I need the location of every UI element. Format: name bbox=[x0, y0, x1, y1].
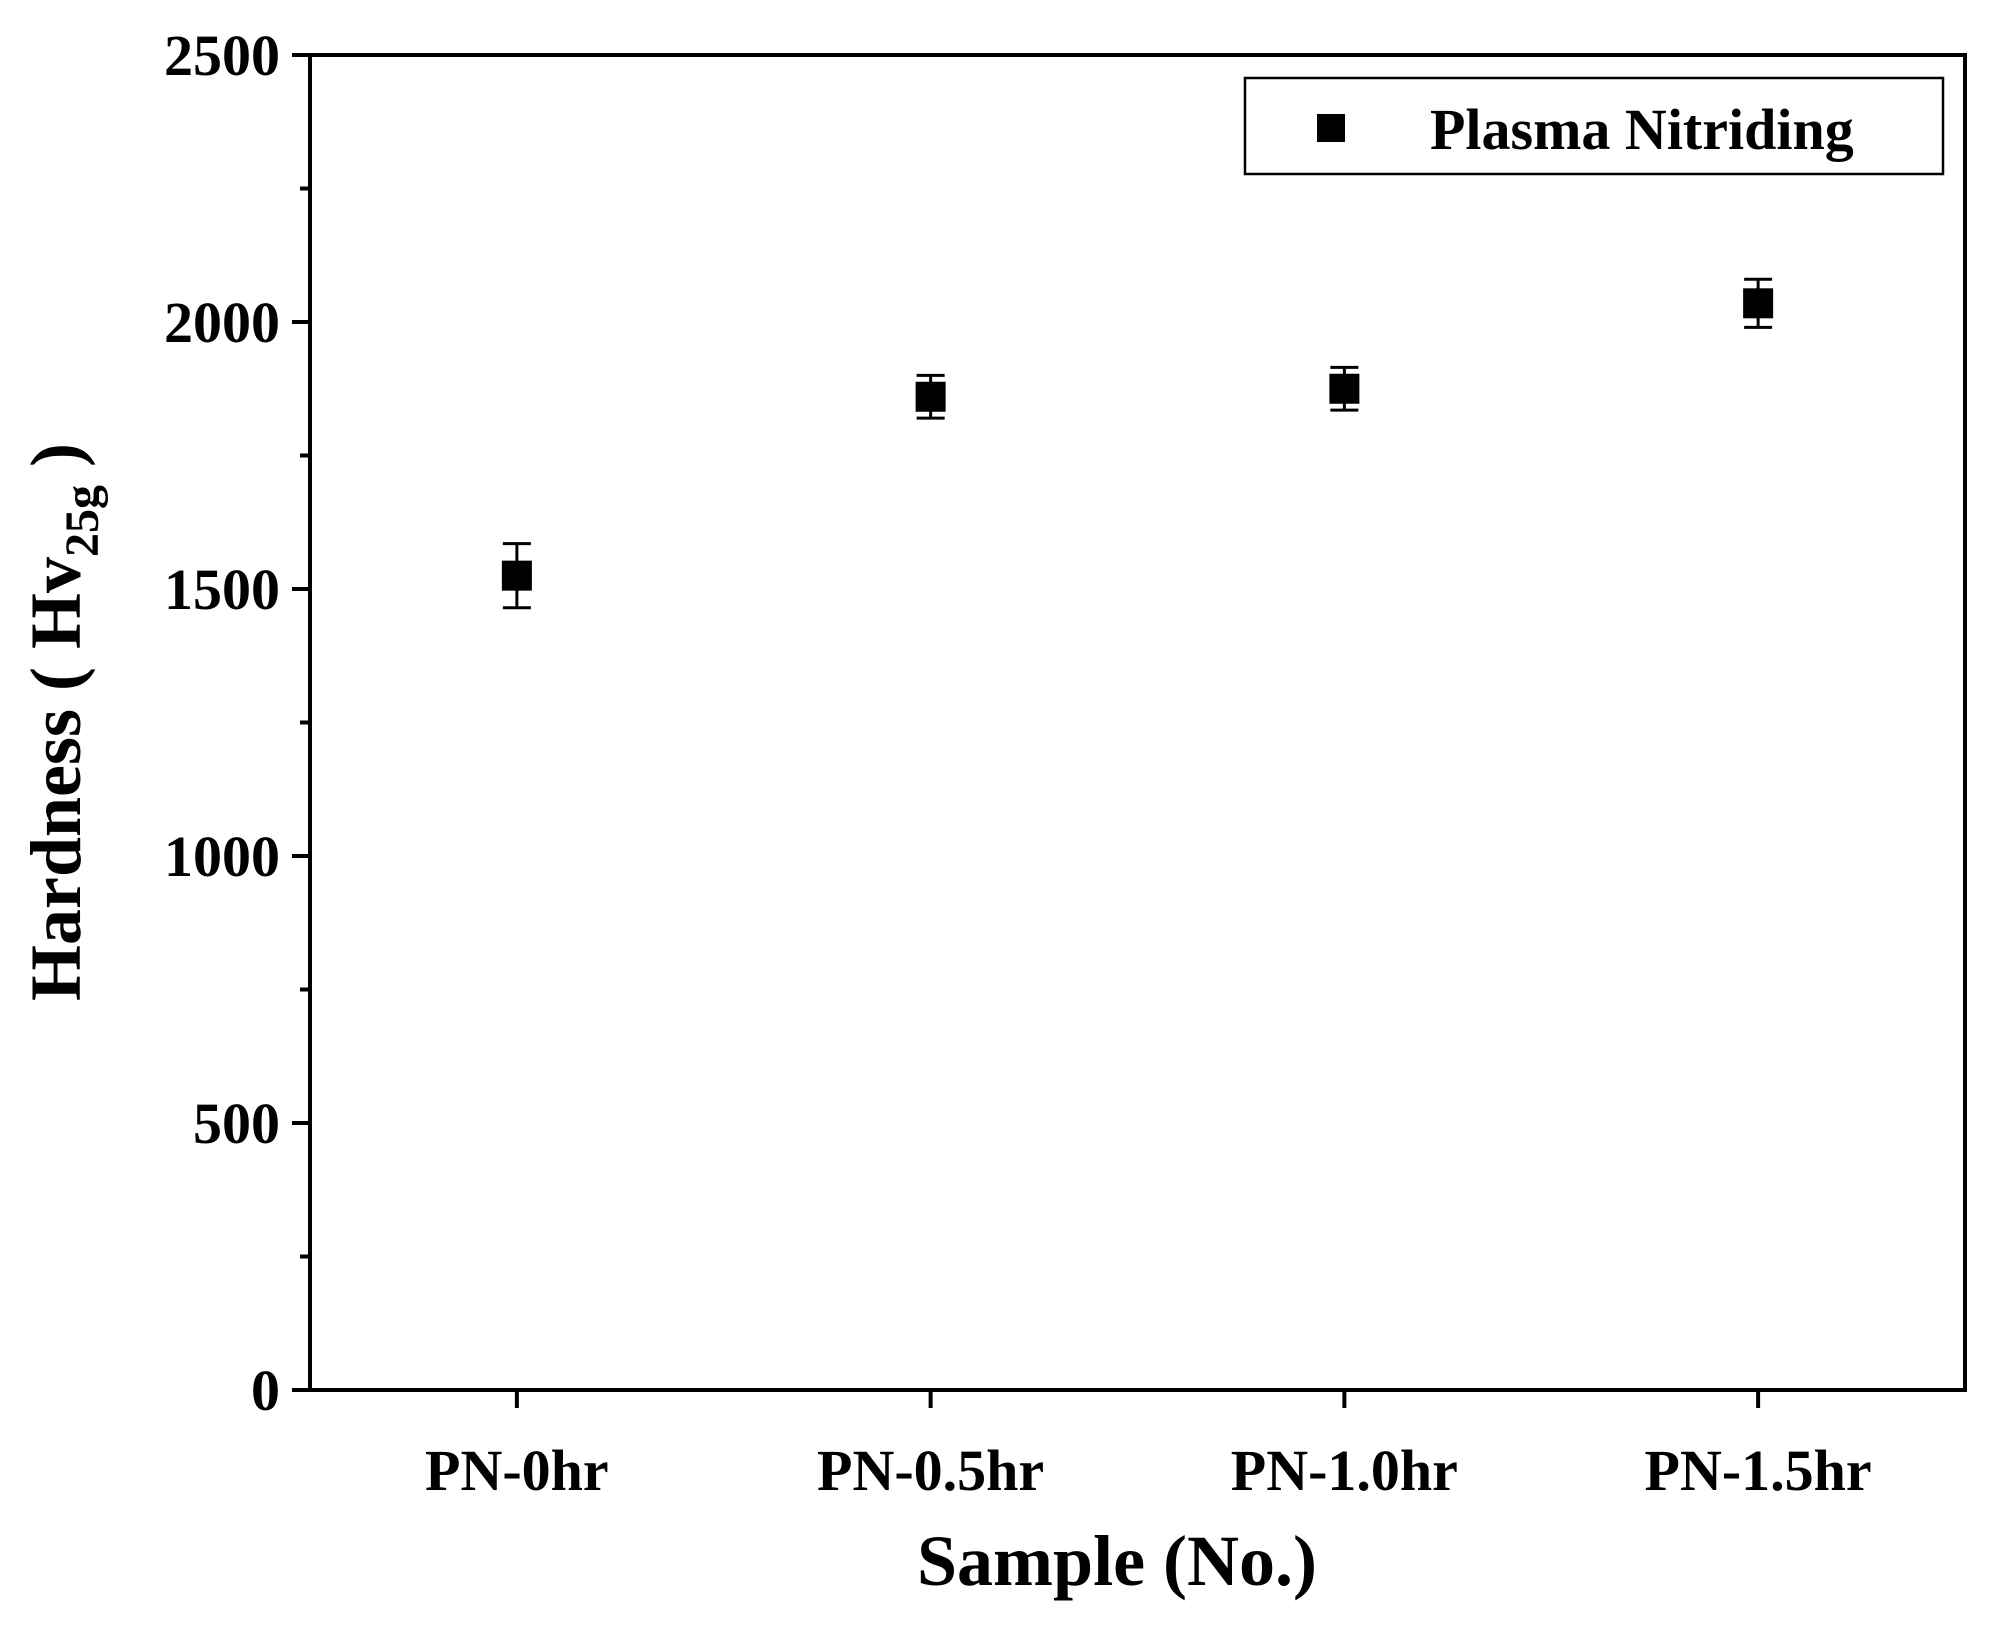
y-tick-label: 0 bbox=[251, 1358, 280, 1423]
y-tick-label: 1500 bbox=[164, 557, 280, 622]
data-point bbox=[501, 560, 532, 591]
legend: Plasma Nitriding bbox=[1243, 76, 1945, 176]
x-tick-label: PN-1.0hr bbox=[1231, 1438, 1458, 1503]
x-tick-label: PN-0.5hr bbox=[817, 1438, 1044, 1503]
legend-marker bbox=[1317, 114, 1345, 142]
data-point bbox=[1329, 373, 1360, 404]
legend-box bbox=[1243, 76, 1945, 176]
y-axis-title-subscript: 25g bbox=[56, 485, 109, 557]
y-axis-title-close: ) bbox=[16, 443, 96, 485]
plot-frame bbox=[308, 53, 1967, 1392]
x-axis-title: Sample (No.) bbox=[917, 1521, 1317, 1601]
y-tick-label: 500 bbox=[193, 1091, 280, 1156]
legend-label: Plasma Nitriding bbox=[1430, 97, 1854, 162]
y-axis-title: Hardness ( Hv25g ) bbox=[16, 443, 109, 1001]
y-tick-label: 1000 bbox=[164, 824, 280, 889]
x-axis-ticks: PN-0hr PN-0.5hr PN-1.0hr PN-1.5hr bbox=[425, 1390, 1872, 1503]
y-tick-label: 2500 bbox=[164, 23, 280, 88]
y-axis-title-main: Hardness ( Hv bbox=[16, 557, 96, 1001]
data-series bbox=[501, 277, 1774, 610]
x-tick-label: PN-1.5hr bbox=[1645, 1438, 1872, 1503]
y-tick-label: 2000 bbox=[164, 290, 280, 355]
data-point bbox=[915, 381, 946, 412]
x-tick-label: PN-0hr bbox=[425, 1438, 609, 1503]
data-point bbox=[1743, 288, 1774, 319]
y-axis-ticks: 0 500 1000 1500 2000 2500 bbox=[164, 23, 310, 1423]
